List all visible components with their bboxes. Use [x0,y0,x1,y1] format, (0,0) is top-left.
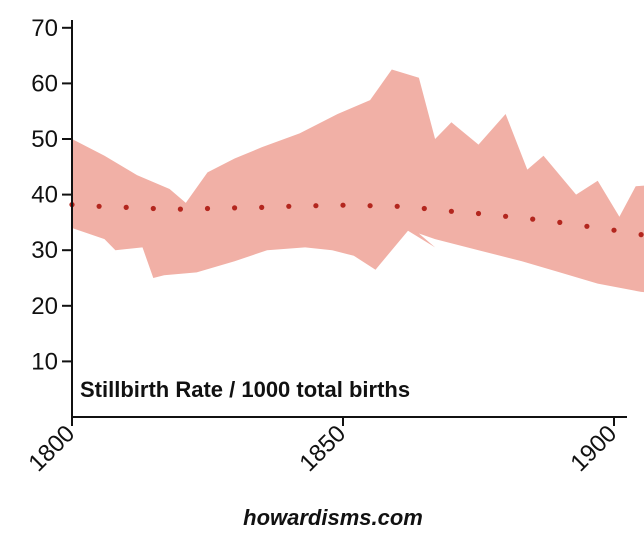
x-tick-label: 1800 [23,420,80,477]
y-tick-label: 70 [31,15,58,42]
x-tick-label: 1900 [565,420,622,477]
y-tick-label: 60 [31,70,58,97]
trend-dot [177,206,183,212]
trend-dot [448,208,454,214]
x-tick-label: 1850 [294,420,351,477]
trend-dot [204,205,211,212]
trend-dot [475,210,482,217]
y-tick-label: 20 [31,293,58,320]
trend-dot [557,219,563,225]
trend-dot [150,205,156,212]
trend-dot [313,203,319,209]
trend-dot [503,213,509,219]
trend-dot [421,205,427,212]
trend-dot [530,216,536,222]
trend-dot [367,203,373,209]
y-tick-label: 40 [31,182,58,209]
chart-title: Stillbirth Rate / 1000 total births [80,377,410,402]
trend-dots-layer [69,202,644,238]
trend-dot [638,232,644,238]
trend-dot [394,203,400,209]
trend-dot [232,205,238,211]
trend-dot [259,204,265,210]
trend-dot [96,203,102,209]
range-band [72,69,644,293]
y-tick-label: 50 [31,126,58,153]
trend-dot [286,203,292,209]
trend-dot [123,204,129,210]
y-tick-label: 30 [31,237,58,264]
trend-dot [340,202,346,208]
y-tick-label: 10 [31,348,58,375]
trend-dot [584,223,590,229]
credit-label: howardisms.com [243,505,423,530]
trend-dot [611,227,617,233]
range-band-layer [72,69,644,293]
